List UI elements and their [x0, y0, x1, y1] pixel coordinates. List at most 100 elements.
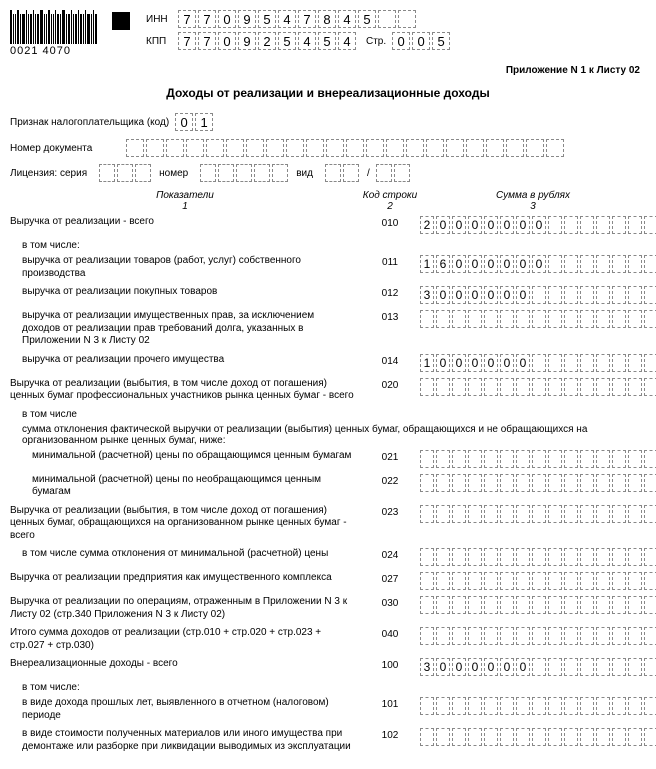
cell [564, 505, 578, 523]
cell [612, 450, 626, 468]
cell [99, 164, 115, 182]
cell [486, 139, 504, 157]
cell [452, 697, 466, 715]
cell [484, 474, 498, 492]
column-headers: Показатели1 Код строки2 Сумма в рублях3 [10, 190, 646, 212]
row-code: 013 [360, 310, 420, 323]
cell [628, 596, 642, 614]
cell [468, 572, 482, 590]
cell [466, 139, 484, 157]
cell [532, 596, 546, 614]
cell: 0 [516, 216, 530, 234]
cell [628, 505, 642, 523]
row-amount: 3000000 [420, 658, 656, 676]
cell [532, 505, 546, 523]
table-row: Итого сумма доходов от реализации (стр.0… [10, 627, 646, 652]
cell: 0 [175, 113, 193, 131]
cell [500, 450, 514, 468]
cell [644, 450, 656, 468]
cell [548, 216, 562, 234]
cell [452, 474, 466, 492]
cell: 0 [452, 354, 466, 372]
cell [484, 310, 498, 328]
cell [146, 139, 164, 157]
cell [468, 596, 482, 614]
cell [580, 697, 594, 715]
cell [612, 627, 626, 645]
cell [548, 255, 562, 273]
table-row: Выручка от реализации предприятия как им… [10, 572, 646, 590]
row-amount [420, 310, 656, 328]
cell [628, 572, 642, 590]
row-description: в том числе сумма отклонения от минималь… [10, 548, 360, 561]
cell: 2 [258, 32, 276, 50]
cell [628, 697, 642, 715]
cell [580, 658, 594, 676]
cell [548, 474, 562, 492]
taxpayer-row: Признак налогоплательщика (код) 01 [10, 112, 646, 132]
table-row: Выручка от реализации (выбытия, в том чи… [10, 505, 646, 543]
cell [580, 216, 594, 234]
cell [516, 474, 530, 492]
cell: 5 [318, 32, 336, 50]
cell [612, 310, 626, 328]
cell [452, 310, 466, 328]
cell: 6 [436, 255, 450, 273]
row-code: 101 [360, 697, 420, 710]
row-code: 014 [360, 354, 420, 367]
cell [580, 474, 594, 492]
cell [644, 596, 656, 614]
cell [612, 596, 626, 614]
cell: 9 [238, 10, 256, 28]
row-code: 010 [360, 216, 420, 229]
cell [516, 697, 530, 715]
cell [516, 548, 530, 566]
cell [436, 548, 450, 566]
cell [286, 139, 304, 157]
cell [526, 139, 544, 157]
row-code: 024 [360, 548, 420, 561]
cell [628, 286, 642, 304]
cell [500, 572, 514, 590]
slash-separator: / [367, 168, 370, 179]
cell [580, 627, 594, 645]
table-row: минимальной (расчетной) цены по необраща… [10, 474, 646, 499]
cell [548, 286, 562, 304]
row-code: 021 [360, 450, 420, 463]
col-header-indicator: Показатели [156, 190, 214, 201]
row-description: выручка от реализации прочего имущества [10, 354, 360, 367]
cell [612, 286, 626, 304]
cell [596, 450, 610, 468]
table-row: в том числе сумма отклонения от минималь… [10, 548, 646, 566]
table-row: в виде дохода прошлых лет, выявленного в… [10, 697, 646, 722]
cell [628, 255, 642, 273]
cell: 1 [195, 113, 213, 131]
cell [628, 354, 642, 372]
cell [516, 728, 530, 746]
cell: 1 [420, 354, 434, 372]
cell [516, 572, 530, 590]
cell [420, 572, 434, 590]
cell [564, 378, 578, 396]
cell [596, 354, 610, 372]
row-amount [420, 450, 656, 468]
inn-label: ИНН [146, 14, 178, 25]
cell [117, 164, 133, 182]
cell [376, 164, 392, 182]
table-row: выручка от реализации товаров (работ, ус… [10, 255, 646, 280]
cell [564, 450, 578, 468]
cell: 0 [436, 216, 450, 234]
cell: 0 [436, 354, 450, 372]
cell [564, 728, 578, 746]
cell [246, 139, 264, 157]
cell [436, 697, 450, 715]
cell: 0 [218, 10, 236, 28]
doc-number-row: Номер документа [10, 138, 646, 158]
cell [532, 627, 546, 645]
cell [564, 627, 578, 645]
cell [548, 596, 562, 614]
row-amount [420, 378, 656, 396]
cell [580, 310, 594, 328]
row-amount [420, 505, 656, 523]
cell [596, 216, 610, 234]
